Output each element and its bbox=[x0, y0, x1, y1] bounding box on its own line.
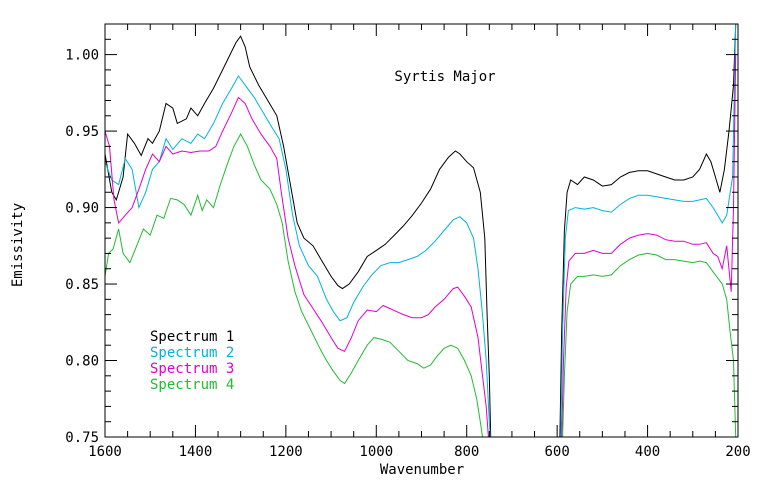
series-line-3 bbox=[561, 54, 737, 437]
y-axis-title: Emissivity bbox=[10, 203, 26, 287]
x-tick-label: 1600 bbox=[88, 444, 122, 460]
axis-tick-labels: 1600 1400 1200 1000 800 600 400 200 0.75 0.80 0.85… bbox=[65, 48, 750, 460]
y-tick-label: 1.00 bbox=[65, 48, 99, 64]
x-tick-label: 600 bbox=[544, 444, 569, 460]
series-line-3 bbox=[105, 96, 489, 437]
y-tick-label: 0.85 bbox=[65, 277, 99, 293]
x-tick-label: 800 bbox=[454, 444, 479, 460]
y-tick-label: 0.75 bbox=[65, 430, 99, 446]
x-tick-label: 1000 bbox=[359, 444, 393, 460]
legend-entry: Spectrum 4 bbox=[150, 377, 234, 393]
x-tick-label: 200 bbox=[725, 444, 750, 460]
series-layer bbox=[105, 24, 737, 437]
series-line-2 bbox=[105, 75, 491, 437]
x-tick-label: 1200 bbox=[269, 444, 303, 460]
y-tick-label: 0.90 bbox=[65, 201, 99, 217]
series-line-4 bbox=[562, 252, 737, 437]
legend-entry: Spectrum 1 bbox=[150, 329, 234, 345]
series-line-1 bbox=[105, 35, 492, 437]
legend-entry: Spectrum 3 bbox=[150, 361, 234, 377]
legend-entry: Spectrum 2 bbox=[150, 345, 234, 361]
axis-ticks bbox=[104, 23, 739, 438]
y-tick-label: 0.95 bbox=[65, 124, 99, 140]
x-tick-label: 400 bbox=[635, 444, 660, 460]
y-tick-label: 0.80 bbox=[65, 354, 99, 370]
series-line-1 bbox=[559, 24, 737, 437]
series-line-2 bbox=[560, 24, 737, 437]
x-tick-label: 1400 bbox=[179, 444, 213, 460]
x-axis-title: Wavenumber bbox=[380, 462, 464, 478]
chart-annotation: Syrtis Major bbox=[394, 69, 495, 85]
series-line-4 bbox=[105, 133, 483, 437]
